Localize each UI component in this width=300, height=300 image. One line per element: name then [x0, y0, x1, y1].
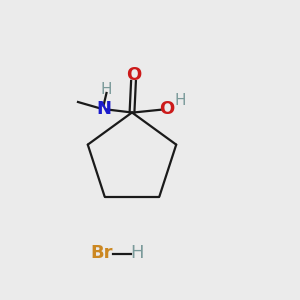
Text: H: H — [174, 93, 186, 108]
Text: Br: Br — [91, 244, 113, 262]
Text: H: H — [131, 244, 144, 262]
Text: N: N — [96, 100, 111, 118]
Text: O: O — [126, 66, 141, 84]
Text: O: O — [159, 100, 174, 118]
Text: H: H — [101, 82, 112, 98]
